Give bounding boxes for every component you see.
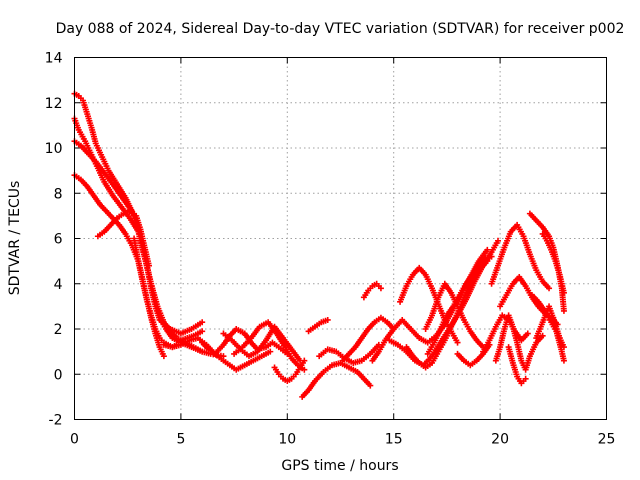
data-points <box>71 90 567 400</box>
data-point-marker <box>539 332 546 339</box>
chart-title: Day 088 of 2024, Sidereal Day-to-day VTE… <box>56 21 625 37</box>
data-point-marker <box>267 348 274 355</box>
data-point-marker <box>560 307 567 314</box>
x-axis-label: GPS time / hours <box>281 458 398 474</box>
data-point-marker <box>301 357 308 364</box>
y-tick-label: 8 <box>54 186 63 202</box>
x-tick-label: 15 <box>385 432 403 448</box>
data-point-marker <box>301 366 308 373</box>
data-point-marker <box>560 357 567 364</box>
y-tick-label: -2 <box>49 413 63 429</box>
data-point-marker <box>494 237 501 244</box>
data-point-marker <box>488 253 495 260</box>
axis-ticks: 0 5 10 15 20 25 -2 0 2 4 6 8 10 12 14 <box>45 51 616 448</box>
data-point-marker <box>524 330 531 337</box>
x-tick-label: 25 <box>598 432 616 448</box>
data-point-marker <box>522 375 529 382</box>
y-tick-label: 12 <box>45 96 63 112</box>
data-point-marker <box>160 353 167 360</box>
y-tick-label: 0 <box>54 367 63 383</box>
data-point-marker <box>454 339 461 346</box>
y-tick-label: 14 <box>45 51 63 67</box>
data-point-marker <box>145 262 152 269</box>
x-tick-label: 20 <box>491 432 509 448</box>
y-axis-label: SDTVAR / TECUs <box>7 181 23 296</box>
data-point-marker <box>560 289 567 296</box>
y-tick-label: 4 <box>54 277 63 293</box>
x-tick-label: 0 <box>70 432 79 448</box>
data-point-marker <box>324 316 331 323</box>
grid-lines <box>74 57 607 420</box>
data-point-marker <box>377 285 384 292</box>
plot-frame <box>74 57 607 420</box>
y-tick-label: 2 <box>54 322 63 338</box>
x-tick-label: 10 <box>278 432 296 448</box>
y-tick-label: 10 <box>45 141 63 157</box>
y-tick-label: 6 <box>54 232 63 248</box>
data-point-marker <box>199 319 206 326</box>
data-point-marker <box>367 382 374 389</box>
data-point-marker <box>199 328 206 335</box>
data-point-marker <box>484 246 491 253</box>
x-tick-label: 5 <box>176 432 185 448</box>
data-point-marker <box>546 285 553 292</box>
